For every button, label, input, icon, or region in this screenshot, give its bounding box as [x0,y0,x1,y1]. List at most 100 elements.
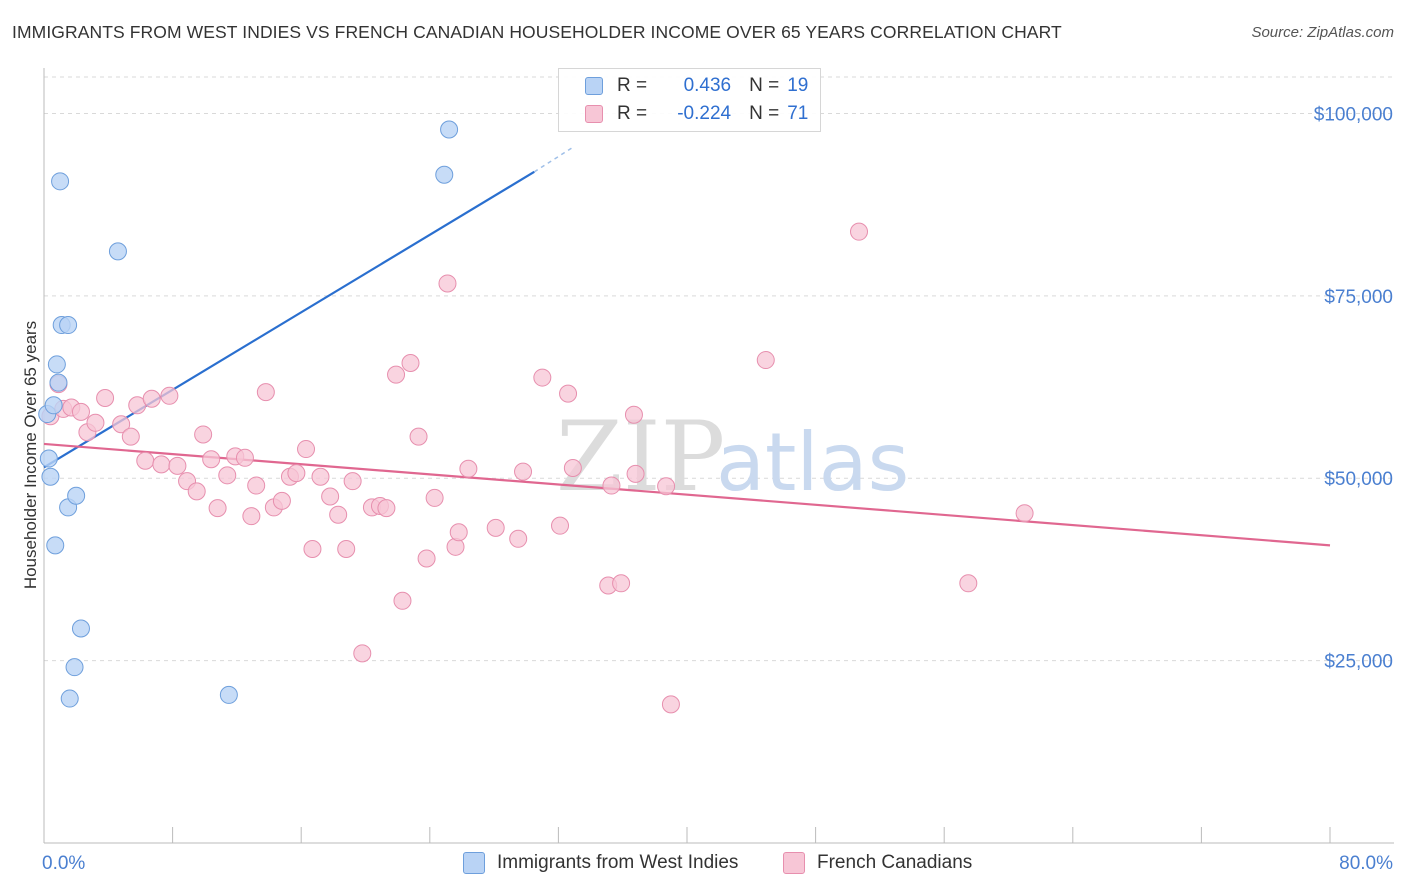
watermark: ZIP atlas [556,401,909,513]
point-french-canadians [377,499,396,518]
tick-labels: $25,000 $50,000 $75,000 $100,000 0.0% 80.0% [42,104,1393,874]
point-west-indies [47,355,66,374]
y-tick-label: $75,000 [1324,287,1393,308]
point-west-indies [67,486,86,505]
legend-n-value: 19 [787,75,809,96]
point-french-canadians [533,368,552,387]
legend-item-west-indies: Immigrants from West Indies [463,852,738,874]
y-tick-label: $100,000 [1314,104,1393,125]
point-french-canadians [202,450,221,469]
x-tick-label-min: 0.0% [42,853,85,874]
legend-item-french-canadians: French Canadians [783,852,972,874]
data-points [38,120,1034,714]
legend-r-label: R = [617,75,648,96]
point-west-indies [219,685,238,704]
point-french-canadians [756,351,775,370]
series-legend: Immigrants from West Indies French Canad… [0,852,1406,878]
correlation-legend: R = 0.436 N = 19 R = -0.224 N = 71 [558,68,821,132]
legend-r-value: 0.436 [683,75,732,96]
point-french-canadians [297,440,316,459]
point-french-canadians [559,384,578,403]
point-french-canadians [256,383,275,402]
point-french-canadians [425,488,444,507]
point-french-canadians [509,529,528,548]
x-tick-label-max: 80.0% [1339,853,1393,874]
point-west-indies [39,449,58,468]
point-french-canadians [393,591,412,610]
point-west-indies [65,658,84,677]
legend-swatch-west-indies [585,77,603,95]
legend-row-french-canadians: R = -0.224 N = 71 [585,101,808,127]
point-french-canadians [71,402,90,421]
point-french-canadians [218,466,237,485]
legend-r-value: -0.224 [677,103,732,124]
point-west-indies [51,172,70,191]
point-french-canadians [136,451,155,470]
point-french-canadians [438,274,457,293]
point-west-indies [71,619,90,638]
chart-title: IMMIGRANTS FROM WEST INDIES VS FRENCH CA… [12,22,1062,42]
legend-n-label: N = [749,75,780,96]
point-west-indies [435,165,454,184]
point-french-canadians [657,477,676,496]
point-west-indies [440,120,459,139]
point-west-indies [49,373,68,392]
point-french-canadians [208,499,227,518]
point-french-canadians [242,507,261,526]
point-french-canadians [387,365,406,384]
point-french-canadians [486,518,505,537]
point-french-canadians [247,476,266,495]
trend-line-french-canadians [43,442,1331,547]
grid-lines [44,76,1394,662]
point-french-canadians [287,464,306,483]
point-french-canadians [612,574,631,593]
legend-label-french-canadians: French Canadians [817,852,973,873]
point-french-canadians [409,427,428,446]
trend-line-west-indies-extension [533,145,575,173]
y-axis-label: Householder Income Over 65 years [21,321,40,589]
point-west-indies [60,689,79,708]
point-french-canadians [401,353,420,372]
point-french-canadians [311,467,330,486]
point-french-canadians [321,487,340,506]
point-french-canadians [194,425,213,444]
point-french-canadians [343,472,362,491]
point-french-canadians [449,523,468,542]
point-french-canadians [187,482,206,501]
watermark-atlas: atlas [716,416,909,509]
legend-row-west-indies: R = 0.436 N = 19 [585,73,808,99]
point-french-canadians [329,505,348,524]
legend-swatch-french-canadians [783,852,805,874]
point-french-canadians [235,448,254,467]
point-french-canadians [514,462,533,481]
legend-swatch-west-indies [463,852,485,874]
point-french-canadians [1015,504,1034,523]
point-french-canadians [850,222,869,241]
point-french-canadians [96,388,115,407]
point-french-canadians [121,427,140,446]
point-french-canadians [624,405,643,424]
point-french-canadians [563,459,582,478]
y-tick-label: $25,000 [1324,652,1393,673]
point-french-canadians [152,455,171,474]
point-french-canadians [160,386,179,405]
point-french-canadians [86,413,105,432]
point-french-canadians [446,537,465,556]
point-west-indies [41,467,60,486]
point-french-canadians [272,491,291,510]
legend-n-value: 71 [787,103,809,124]
y-tick-label: $50,000 [1324,469,1393,490]
point-west-indies [46,536,65,555]
point-west-indies [59,316,78,335]
point-french-canadians [112,415,131,434]
legend-n-label: N = [749,103,780,124]
point-french-canadians [168,456,187,475]
point-french-canadians [626,464,645,483]
point-west-indies [108,242,127,261]
source-label: Source: ZipAtlas.com [1251,24,1394,41]
point-french-canadians [417,549,436,568]
point-french-canadians [661,695,680,714]
point-french-canadians [303,540,322,559]
point-french-canadians [959,574,978,593]
